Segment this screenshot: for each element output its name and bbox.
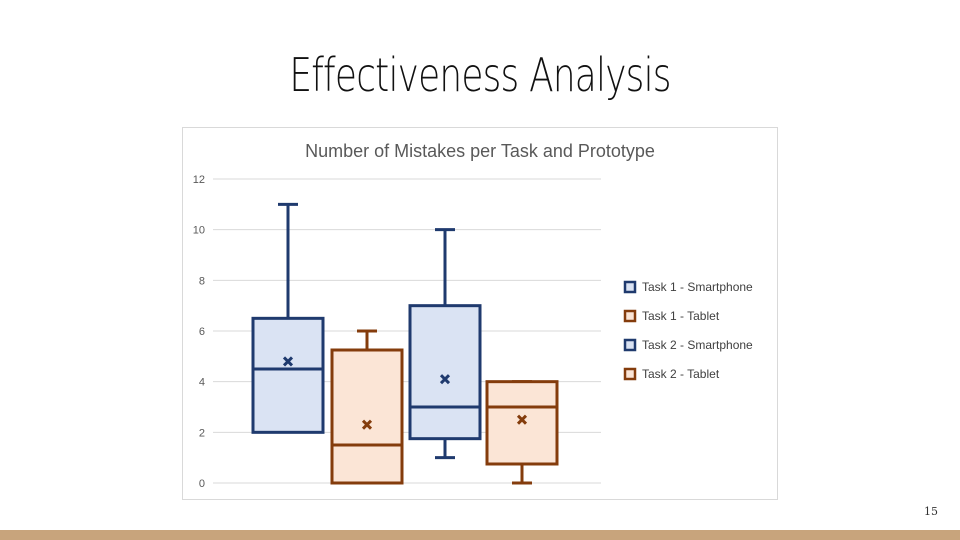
mean-marker	[516, 414, 528, 425]
legend-entry: Task 1 - Tablet	[623, 309, 720, 323]
legend-swatch	[623, 338, 637, 352]
boxes	[251, 202, 559, 485]
y-tick-label: 12	[193, 174, 205, 186]
chart-canvas: Number of Mistakes per Task and Prototyp…	[193, 141, 753, 490]
iqr-box	[251, 316, 325, 434]
legend-label: Task 2 - Tablet	[642, 367, 720, 381]
y-tick-label: 6	[199, 326, 205, 338]
mean-marker	[282, 356, 294, 367]
y-tick-label: 2	[199, 427, 205, 439]
iqr-box	[485, 380, 559, 466]
iqr-box	[330, 348, 404, 485]
mean-marker	[361, 419, 373, 430]
legend-entry: Task 2 - Smartphone	[623, 338, 753, 352]
box-3	[408, 228, 482, 460]
box-2	[330, 329, 404, 485]
y-tick-label: 8	[199, 275, 205, 287]
chart-title: Number of Mistakes per Task and Prototyp…	[305, 141, 655, 161]
footer-bar	[0, 530, 960, 540]
legend-label: Task 1 - Tablet	[642, 309, 720, 323]
slide-title: Effectiveness Analysis	[289, 48, 671, 102]
y-axis-ticks: 0 2 4 6 8 10 12	[193, 174, 205, 490]
legend-swatch	[623, 367, 637, 381]
y-tick-label: 10	[193, 225, 205, 237]
y-tick-label: 0	[199, 478, 205, 490]
legend-label: Task 2 - Smartphone	[642, 338, 753, 352]
mean-marker	[439, 374, 451, 385]
y-tick-label: 4	[199, 377, 205, 389]
box-plot-chart: Number of Mistakes per Task and Prototyp…	[182, 127, 778, 500]
box-1	[251, 202, 325, 434]
legend-entry: Task 2 - Tablet	[623, 367, 720, 381]
legend-swatch	[623, 309, 637, 323]
legend-entry: Task 1 - Smartphone	[623, 280, 753, 294]
page-number: 15	[924, 505, 938, 518]
legend-swatch	[623, 280, 637, 294]
legend-label: Task 1 - Smartphone	[642, 280, 753, 294]
box-4	[485, 380, 559, 485]
iqr-box	[408, 304, 482, 441]
legend: Task 1 - Smartphone Task 1 - Tablet Task 2…	[623, 280, 753, 381]
